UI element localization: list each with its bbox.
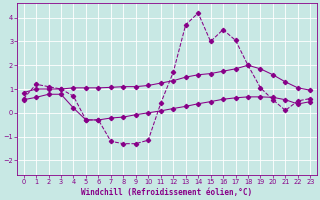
X-axis label: Windchill (Refroidissement éolien,°C): Windchill (Refroidissement éolien,°C) <box>81 188 252 197</box>
